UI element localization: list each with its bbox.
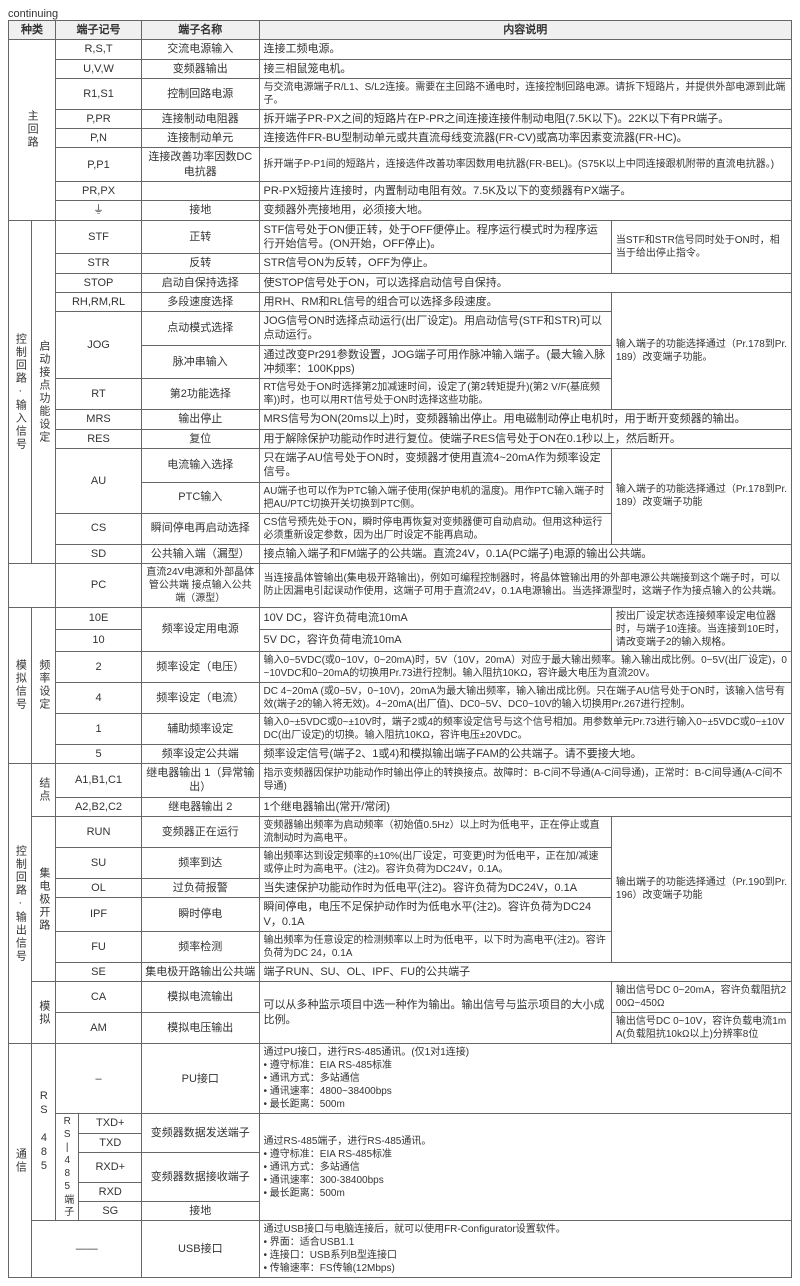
group-start-contact: 启动接点功能设定	[32, 220, 55, 563]
terminal-spec-table: 种类 端子记号 端子名称 内容说明 主回路 R,S,T 交流电源输入 连接工频电…	[8, 20, 792, 1278]
name: 交流电源输入	[142, 40, 259, 59]
header-desc: 内容说明	[259, 21, 791, 40]
group-main-circuit: 主回路	[9, 40, 56, 220]
desc: 连接工频电源。	[259, 40, 791, 59]
group-control-input: 控制回路·输入信号	[9, 220, 32, 563]
group-freq-set: 频率设定	[32, 607, 55, 763]
header-symbol: 端子记号	[55, 21, 141, 40]
group-comm: 通信	[9, 1044, 32, 1278]
group-control-output: 控制回路·输出信号	[9, 764, 32, 1044]
group-analog: 模拟信号	[9, 607, 32, 763]
header-type: 种类	[9, 21, 56, 40]
sym: R,S,T	[55, 40, 141, 59]
header-name: 端子名称	[142, 21, 259, 40]
